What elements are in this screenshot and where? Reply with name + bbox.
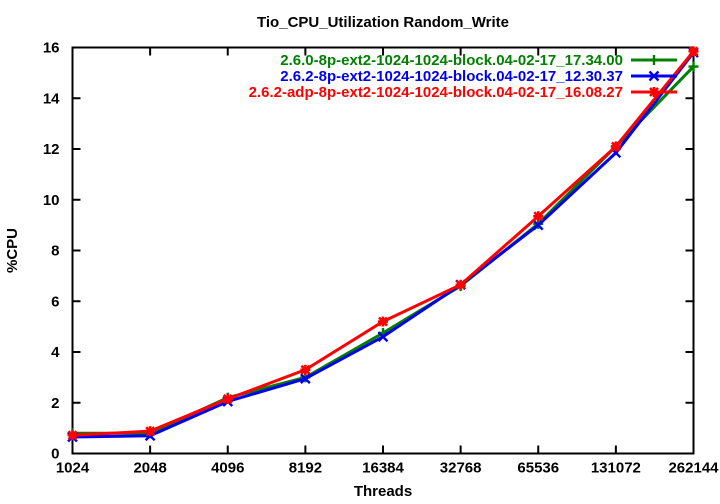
y-tick-label: 6 — [51, 293, 59, 310]
legend-label: 2.6.0-8p-ext2-1024-1024-block.04-02-17_1… — [280, 51, 623, 69]
data-point-marker-star — [455, 279, 466, 290]
y-tick-label: 12 — [43, 141, 60, 158]
data-point-marker-star — [533, 211, 544, 222]
data-point-marker-cross — [300, 373, 311, 384]
legend-label: 2.6.2-adp-8p-ext2-1024-1024-block.04-02-… — [248, 83, 623, 101]
legend-sample-line — [631, 87, 677, 97]
x-tick-label: 32768 — [440, 460, 482, 477]
data-point-marker-star — [610, 141, 621, 152]
data-point-marker-star — [378, 316, 388, 327]
legend-label: 2.6.2-8p-ext2-1024-1024-block.04-02-17_1… — [280, 67, 623, 85]
x-tick-label: 8192 — [289, 460, 322, 477]
data-point-marker-star — [222, 393, 233, 404]
y-tick-label: 0 — [51, 446, 59, 463]
x-tick-label: 131072 — [591, 460, 641, 477]
y-tick-label: 16 — [43, 40, 60, 57]
legend: 2.6.0-8p-ext2-1024-1024-block.04-02-17_1… — [248, 51, 677, 101]
series-line — [72, 65, 695, 435]
data-point-marker-cross — [377, 331, 389, 343]
y-tick-label: 2 — [51, 395, 59, 412]
x-tick-label: 262144 — [668, 460, 719, 477]
data-point-marker-cross — [532, 219, 544, 231]
legend-item: 2.6.2-adp-8p-ext2-1024-1024-block.04-02-… — [248, 83, 677, 101]
legend-item: 2.6.0-8p-ext2-1024-1024-block.04-02-17_1… — [280, 51, 677, 69]
y-tick-label: 14 — [43, 90, 60, 107]
x-tick-label: 4096 — [211, 460, 244, 477]
y-axis-label: %CPU — [4, 228, 21, 273]
series-line — [72, 51, 695, 439]
data-point-marker-star — [300, 364, 311, 375]
y-tick-label: 4 — [51, 344, 60, 361]
x-tick-label: 16384 — [362, 460, 404, 477]
legend-item: 2.6.2-8p-ext2-1024-1024-block.04-02-17_1… — [280, 67, 677, 85]
y-tick-label: 10 — [43, 192, 60, 209]
x-axis-label: Threads — [354, 483, 412, 500]
series-line — [72, 50, 695, 437]
legend-sample-line — [631, 70, 677, 82]
chart-title: Tio_CPU_Utilization Random_Write — [257, 14, 509, 31]
legend-sample-line — [631, 55, 677, 65]
x-tick-label: 2048 — [133, 460, 166, 477]
data-point-marker-star — [145, 426, 156, 437]
x-tick-label: 1024 — [56, 460, 90, 477]
data-point-marker-star — [67, 430, 78, 441]
x-tick-label: 65536 — [517, 460, 559, 477]
data-point-marker-star — [688, 46, 699, 57]
plot-border — [71, 46, 695, 455]
y-tick-label: 8 — [51, 243, 59, 260]
data-point-marker-plus — [688, 61, 699, 72]
